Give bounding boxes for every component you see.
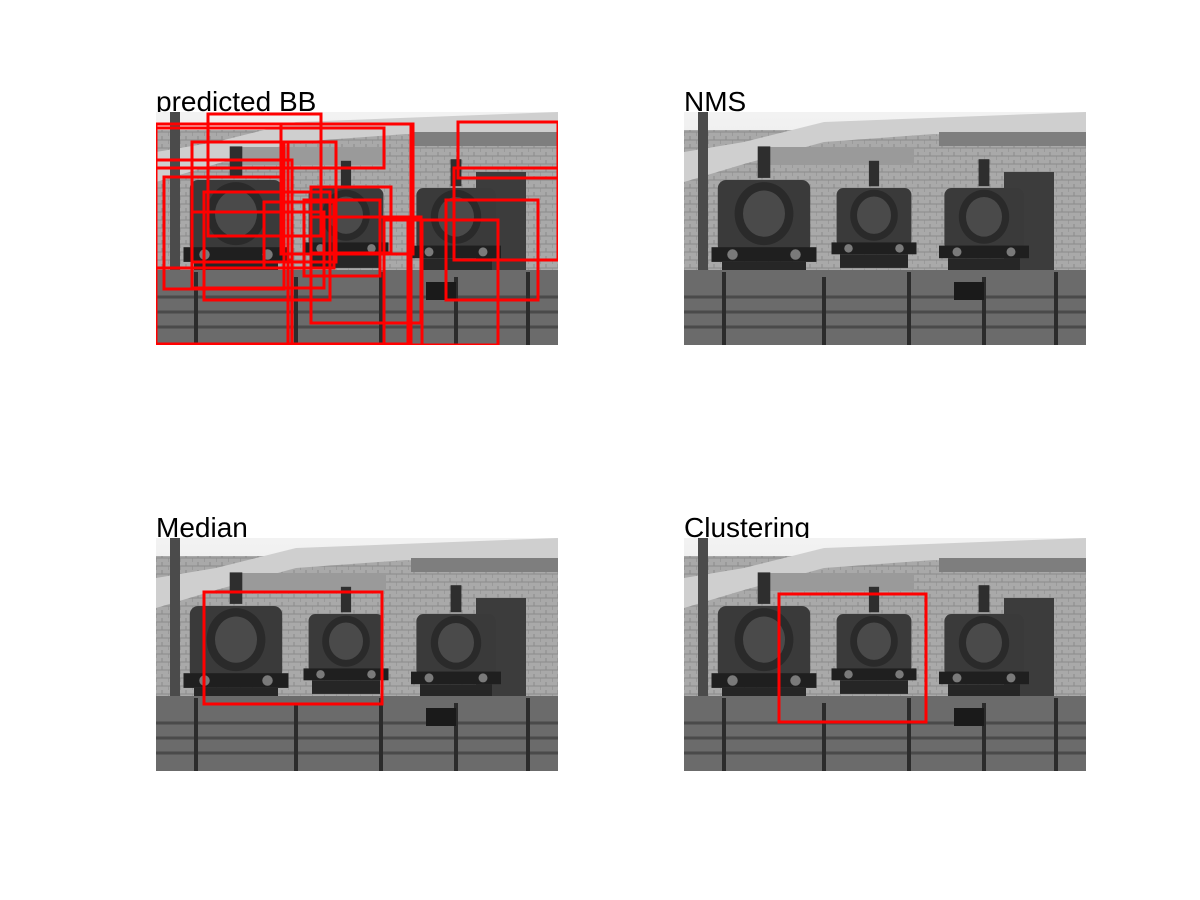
predicted-box (156, 158, 294, 270)
predicted-box (444, 198, 540, 302)
median-box (202, 590, 384, 706)
predicted-box (156, 126, 386, 170)
predicted-box (286, 258, 294, 345)
panel-title: Clustering (684, 512, 811, 543)
panel-title: NMS (684, 86, 747, 117)
predicted-box (382, 218, 424, 345)
locomotive-photo (684, 112, 1086, 345)
panel-title: Median (156, 512, 248, 543)
predicted-box (202, 190, 332, 302)
clustering-box (777, 592, 928, 724)
locomotive-photo (156, 538, 558, 771)
predicted-box (190, 210, 326, 290)
locomotive-photo (156, 112, 558, 345)
predicted-box (456, 120, 558, 180)
panel-title: predicted BB (156, 86, 317, 117)
predicted-box (452, 166, 558, 262)
predicted-boxes (156, 112, 558, 345)
predicted-box (262, 200, 336, 270)
locomotive-photo (684, 538, 1086, 771)
predicted-box (302, 198, 382, 278)
